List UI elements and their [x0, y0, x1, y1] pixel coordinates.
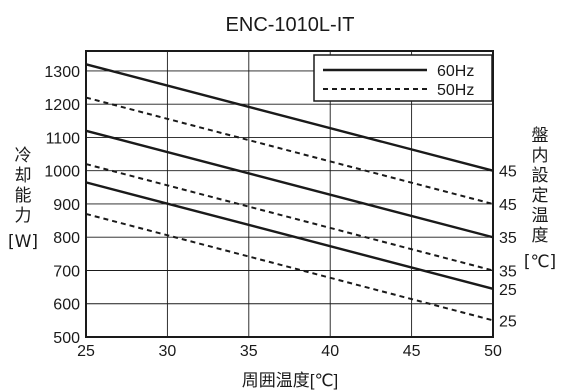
series-line-50hz-45: [85, 96, 494, 205]
series-line-50hz-35: [85, 163, 494, 272]
y-axis-label-right-char: 定: [531, 186, 549, 206]
x-tick-label: 50: [484, 343, 502, 360]
legend-label-60hz: 60Hz: [437, 63, 474, 80]
y-axis-label-right-char: 内: [531, 146, 549, 166]
setpoint-label-50hz-35: 35: [499, 263, 517, 280]
y-tick-label: 900: [53, 197, 80, 214]
plot-frame: [85, 50, 494, 338]
y-tick-label: 600: [53, 297, 80, 314]
y-axis-label-right-char: [℃]: [523, 252, 557, 272]
y-axis-label-left-char: [W]: [7, 232, 39, 252]
y-axis-label-right-char: 盤: [531, 126, 549, 146]
x-tick-label: 25: [77, 343, 95, 360]
legend-label-50hz: 50Hz: [437, 82, 474, 99]
y-axis-label-right-char: 温: [531, 206, 549, 226]
x-tick-label: 35: [240, 343, 258, 360]
setpoint-labels: 45 45 35 35 25 25: [499, 164, 517, 331]
y-tick-label: 700: [53, 263, 80, 280]
y-axis-label-left-char: 力: [14, 206, 32, 226]
setpoint-label-60hz-45: 45: [499, 164, 517, 181]
y-axis-label-left-char: 却: [14, 166, 32, 186]
y-tick-label: 1100: [46, 130, 81, 147]
x-tick-label: 45: [403, 343, 421, 360]
series-line-50hz-25: [85, 212, 494, 322]
y-tick-labels: 500 600 700 800 900 1000 1100 1200 1300: [44, 64, 80, 347]
y-tick-label: 800: [53, 230, 80, 247]
y-tick-label: 1300: [44, 64, 80, 81]
chart-legend: 60Hz 50Hz: [313, 54, 493, 102]
y-tick-label: 1200: [44, 97, 80, 114]
series-line-60hz-35: [85, 129, 494, 239]
chart-title: ENC-1010L-IT: [226, 14, 355, 36]
setpoint-label-50hz-25: 25: [499, 313, 517, 330]
legend-box: [313, 54, 493, 102]
chart-series-group: [85, 63, 494, 322]
setpoint-label-50hz-45: 45: [499, 197, 517, 214]
series-line-60hz-45: [85, 63, 494, 172]
chart-grid: [85, 50, 494, 338]
y-axis-label-left-char: 冷: [14, 146, 32, 166]
setpoint-label-60hz-35: 35: [499, 230, 517, 247]
y-axis-label-left: 冷 却 能 力 [W]: [7, 146, 39, 252]
y-tick-label: 1000: [44, 164, 80, 181]
y-axis-label-right: 盤 内 設 定 温 度 [℃]: [520, 126, 560, 272]
setpoint-label-60hz-25: 25: [499, 282, 517, 299]
y-axis-label-right-char: 度: [531, 226, 549, 246]
x-tick-label: 30: [159, 343, 177, 360]
y-axis-label-left-char: 能: [14, 186, 32, 206]
x-tick-labels: 25 30 35 40 45 50: [77, 343, 502, 360]
y-axis-label-right-char: 設: [531, 166, 549, 186]
x-tick-label: 40: [321, 343, 339, 360]
x-axis-label: 周囲温度[℃]: [242, 371, 339, 390]
y-tick-label: 500: [53, 330, 80, 347]
series-line-60hz-25: [85, 181, 494, 290]
